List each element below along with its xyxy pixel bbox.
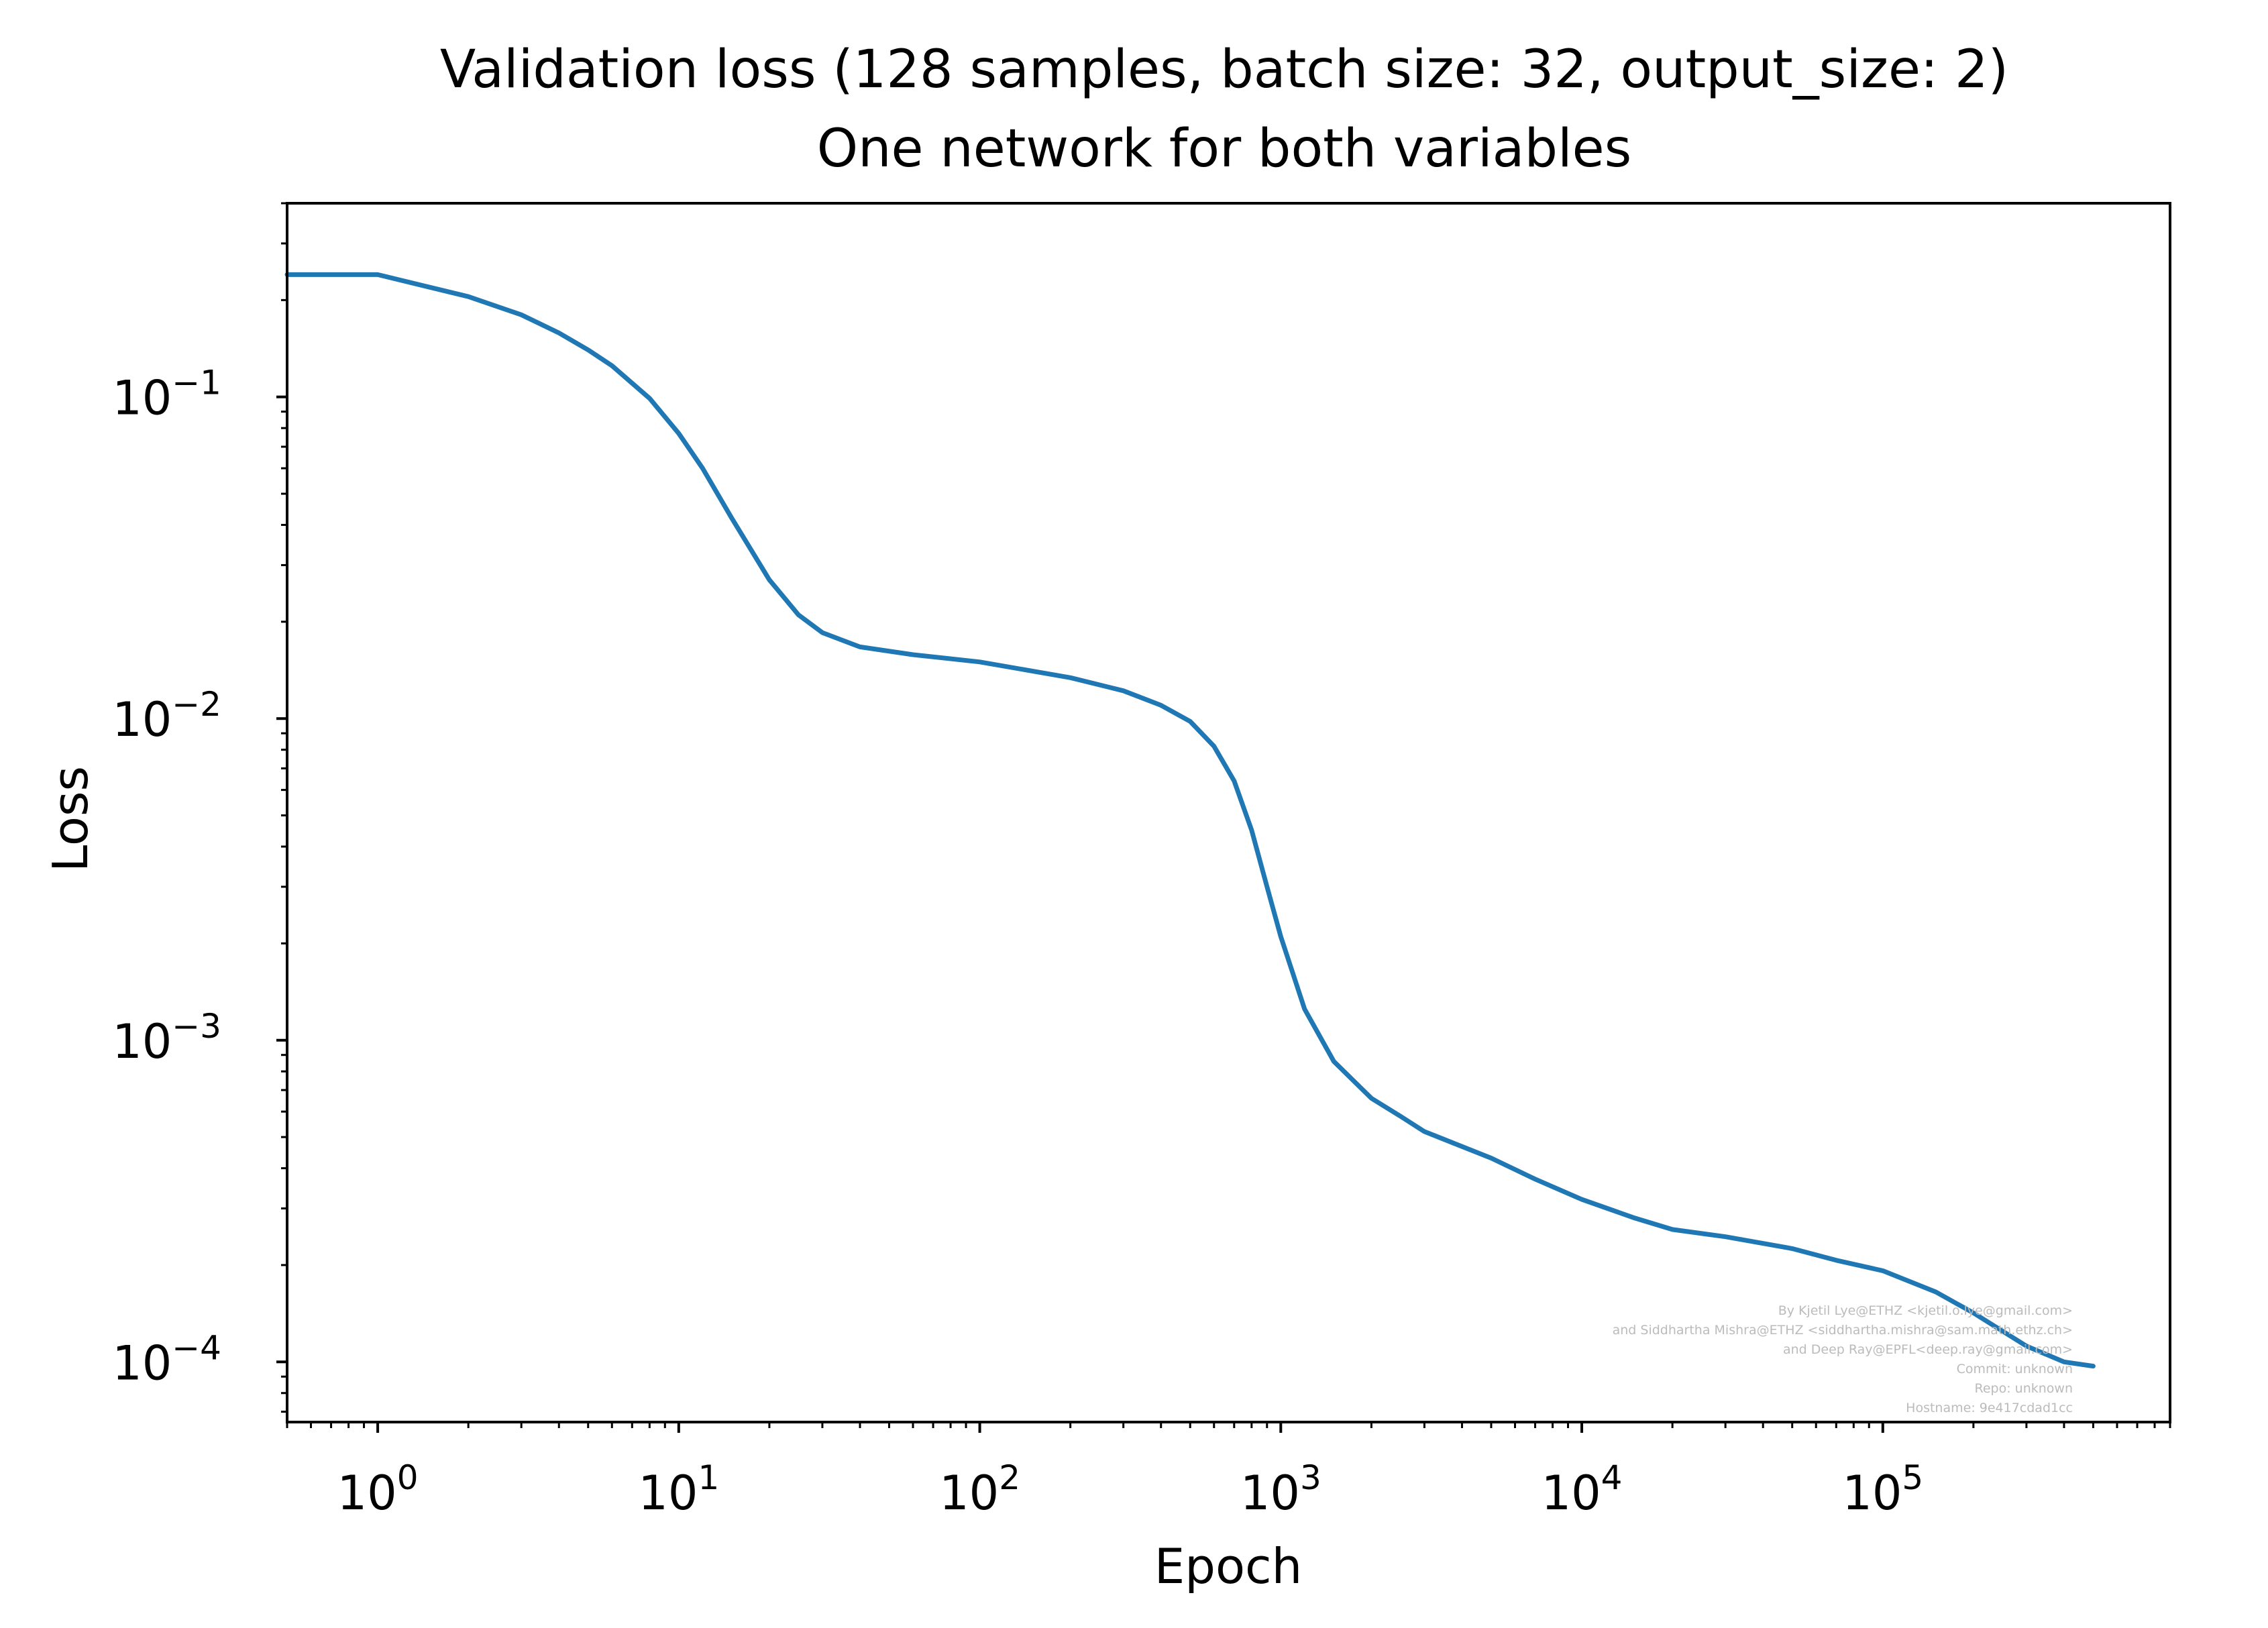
y-tick-label-1: 10−2 <box>112 685 221 747</box>
author-annotation: By Kjetil Lye@ETHZ <kjetil.o.lye@gmail.c… <box>1613 1303 2073 1415</box>
annotation-line-3: Commit: unknown <box>1957 1362 2073 1376</box>
y-tick-label-2: 10−3 <box>112 1007 221 1069</box>
x-axis-label: Epoch <box>1154 1538 1302 1594</box>
axes-frame <box>286 202 2171 1423</box>
x-tick-label-2: 102 <box>939 1458 1020 1521</box>
x-tick-label-0: 100 <box>337 1458 419 1521</box>
y-tick-label-3: 10−4 <box>112 1328 221 1391</box>
plot-area <box>284 272 2096 1369</box>
annotation-line-5: Hostname: 9e417cdad1cc <box>1906 1401 2073 1415</box>
chart-title: Validation loss (128 samples, batch size… <box>440 40 2008 100</box>
x-tick-label-1: 101 <box>638 1458 719 1521</box>
y-tick-label-0: 10−1 <box>112 364 221 426</box>
x-tick-label-4: 104 <box>1542 1458 1623 1521</box>
y-axis-ticks: 10−1 10−2 10−3 10−4 <box>112 202 287 1413</box>
annotation-line-4: Repo: unknown <box>1975 1381 2073 1396</box>
x-tick-label-5: 105 <box>1842 1458 1923 1521</box>
annotation-line-2: and Deep Ray@EPFL<deep.ray@gmail.com> <box>1783 1342 2073 1357</box>
loss-series-line-0 <box>284 272 2096 1369</box>
annotation-line-1: and Siddhartha Mishra@ETHZ <siddhartha.m… <box>1613 1323 2073 1338</box>
annotation-line-0: By Kjetil Lye@ETHZ <kjetil.o.lye@gmail.c… <box>1778 1303 2073 1318</box>
y-axis-label: Loss <box>42 766 99 872</box>
chart-subtitle: One network for both variables <box>817 119 1632 179</box>
x-axis-ticks: 100 101 102 103 104 105 <box>286 1422 2171 1521</box>
x-tick-label-3: 103 <box>1240 1458 1321 1521</box>
